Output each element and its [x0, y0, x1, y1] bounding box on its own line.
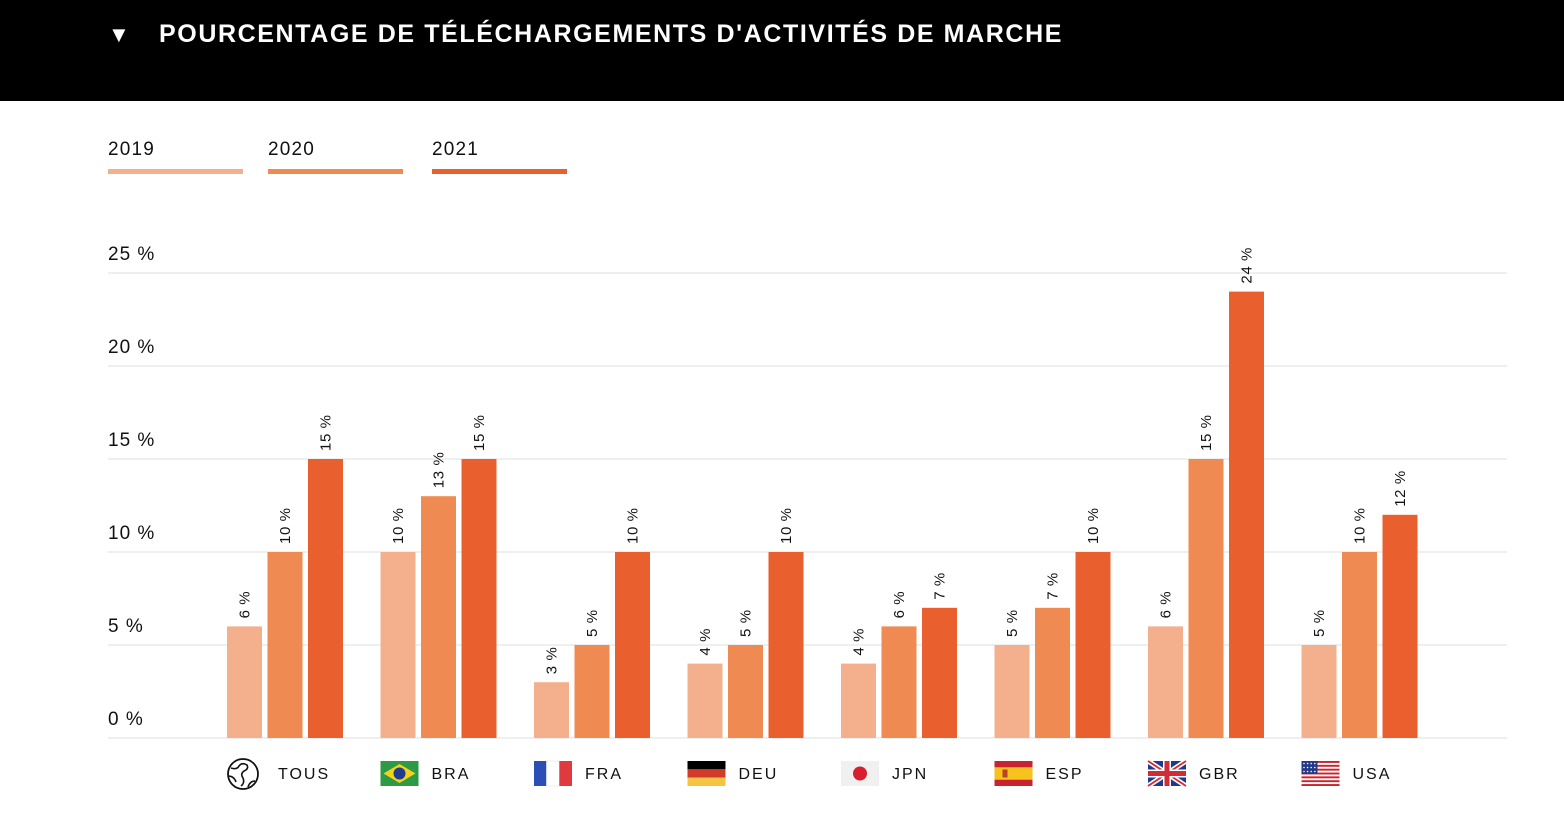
data-label: 7 %: [1045, 572, 1062, 600]
bar-esp-2021[interactable]: [1075, 552, 1111, 738]
bar-tous-2019[interactable]: [227, 626, 262, 738]
bar-esp-2020[interactable]: [1035, 607, 1070, 738]
data-label: 5 %: [738, 609, 755, 637]
data-label: 10 %: [1085, 507, 1102, 544]
data-label: 10 %: [277, 507, 294, 544]
japan-flag-icon: [841, 761, 879, 786]
category-label-tous: TOUS: [278, 766, 330, 783]
bar-jpn-2019[interactable]: [841, 663, 876, 738]
data-label: 6 %: [891, 591, 908, 619]
bar-esp-2019[interactable]: [994, 645, 1030, 738]
legend-swatch-2020: [268, 169, 403, 174]
data-label: 7 %: [932, 572, 949, 600]
globe-icon: [227, 758, 259, 790]
bar-usa-2019[interactable]: [1301, 645, 1337, 738]
france-flag-icon: [534, 760, 572, 787]
category-label-deu: DEU: [739, 766, 779, 783]
data-label: 24 %: [1239, 247, 1256, 284]
data-label: 10 %: [625, 507, 642, 544]
collapse-toggle-icon[interactable]: ▼: [108, 22, 130, 47]
category-label-fra: FRA: [585, 766, 623, 783]
bar-tous-2020[interactable]: [267, 552, 303, 738]
data-label: 12 %: [1392, 470, 1409, 507]
legend-label-2020: 2020: [268, 139, 316, 160]
bar-deu-2020[interactable]: [728, 645, 763, 738]
category-label-bra: BRA: [432, 766, 471, 783]
data-label: 5 %: [584, 609, 601, 637]
data-label: 3 %: [544, 647, 561, 675]
chart-header: ▼ POURCENTAGE DE TÉLÉCHARGEMENTS D'ACTIV…: [0, 0, 1564, 101]
usa-flag-icon: [1301, 761, 1340, 786]
category-label-gbr: GBR: [1199, 766, 1240, 783]
bar-bra-2020[interactable]: [421, 496, 456, 738]
bar-usa-2021[interactable]: [1382, 514, 1418, 738]
data-label: 5 %: [1311, 609, 1328, 637]
bar-bra-2019[interactable]: [380, 552, 416, 738]
data-label: 6 %: [237, 591, 254, 619]
data-label: 4 %: [697, 628, 714, 656]
bar-gbr-2020[interactable]: [1188, 459, 1224, 738]
bar-jpn-2021[interactable]: [922, 607, 957, 738]
bar-deu-2019[interactable]: [687, 663, 723, 738]
data-label: 10 %: [390, 507, 407, 544]
data-label: 6 %: [1158, 591, 1175, 619]
category-label-esp: ESP: [1046, 766, 1084, 783]
data-label: 5 %: [1004, 609, 1021, 637]
y-tick-label: 10 %: [108, 523, 155, 544]
bar-fra-2019[interactable]: [534, 682, 569, 738]
uk-flag-icon: [1146, 758, 1188, 789]
y-tick-label: 5 %: [108, 616, 144, 637]
y-tick-label: 15 %: [108, 430, 155, 451]
data-label: 10 %: [1352, 507, 1369, 544]
legend-swatch-2019: [108, 169, 243, 174]
y-tick-label: 20 %: [108, 337, 155, 358]
category-label-usa: USA: [1353, 766, 1392, 783]
category-label-jpn: JPN: [892, 766, 928, 783]
data-label: 10 %: [778, 507, 795, 544]
bar-fra-2021[interactable]: [615, 552, 650, 738]
bar-jpn-2020[interactable]: [881, 626, 917, 738]
bar-deu-2021[interactable]: [768, 552, 804, 738]
bar-fra-2020[interactable]: [574, 645, 610, 738]
data-label: 15 %: [1198, 414, 1215, 451]
data-label: 15 %: [471, 414, 488, 451]
y-tick-label: 25 %: [108, 244, 155, 265]
data-label: 4 %: [851, 628, 868, 656]
brazil-flag-icon: [380, 761, 419, 786]
legend-swatch-2021: [432, 169, 567, 174]
bar-gbr-2019[interactable]: [1148, 626, 1183, 738]
chart-title: POURCENTAGE DE TÉLÉCHARGEMENTS D'ACTIVIT…: [159, 20, 1064, 48]
bar-tous-2021[interactable]: [308, 459, 343, 738]
legend-item-2021[interactable]: 2021: [432, 138, 567, 174]
legend-label-2021: 2021: [432, 139, 480, 160]
data-label: 15 %: [318, 414, 335, 451]
legend-item-2019[interactable]: 2019: [108, 138, 243, 174]
bar-gbr-2021[interactable]: [1229, 291, 1264, 738]
spain-flag-icon: [994, 761, 1033, 786]
legend-label-2019: 2019: [108, 139, 156, 160]
bar-bra-2021[interactable]: [461, 459, 497, 738]
y-tick-label: 0 %: [108, 709, 144, 730]
legend-item-2020[interactable]: 2020: [268, 138, 403, 174]
data-label: 13 %: [431, 452, 448, 489]
bar-usa-2020[interactable]: [1342, 552, 1377, 738]
germany-flag-icon: [687, 761, 726, 786]
